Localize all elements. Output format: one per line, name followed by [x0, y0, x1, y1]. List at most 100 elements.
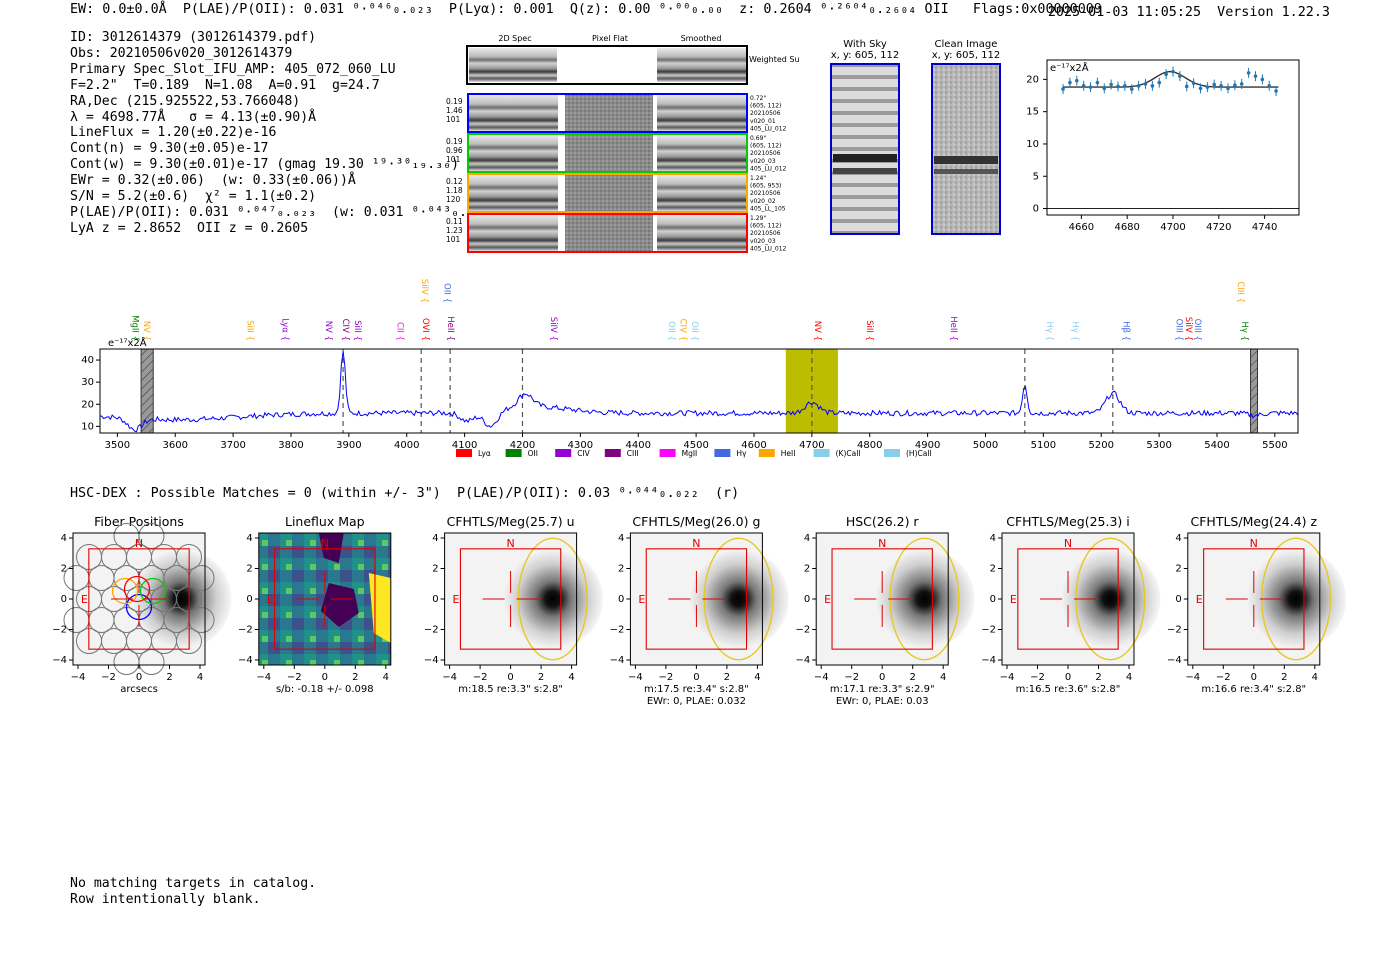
panel-x-tick-label: −2: [101, 672, 116, 683]
info-line: Cont(n) = 9.30(±0.05)e-17: [70, 141, 269, 157]
zoom-point: [1157, 80, 1162, 85]
panel-y-tick-label: 2: [990, 564, 996, 575]
imaging-panel: CFHTLS/Meg(25.3) iNE−44−22002−24−4m:16.5…: [981, 514, 1161, 695]
panel-y-tick-label: −4: [238, 655, 253, 666]
cutout-left-value: 1.23: [446, 226, 463, 235]
masked-band: [1250, 348, 1258, 434]
east-label: E: [267, 593, 274, 606]
panel-x-tick-label: −2: [473, 672, 488, 683]
panel-x-tick-label: 2: [352, 672, 358, 683]
panel-x-tick-label: −4: [71, 672, 86, 683]
spec-y-tick-label: 20: [81, 399, 94, 410]
zoom-point: [1260, 77, 1265, 82]
zoom-point: [1074, 78, 1079, 83]
zoom-y-tick-label: 5: [1033, 171, 1039, 182]
panel-x-tick-label: −2: [1216, 672, 1231, 683]
east-label: E: [824, 593, 831, 606]
panel-y-tick-label: −2: [238, 625, 253, 636]
imaging-panel: CFHTLS/Meg(24.4) zNE−44−22002−24−4m:16.6…: [1167, 514, 1347, 695]
east-label: E: [81, 593, 88, 606]
zoom-point: [1184, 84, 1189, 89]
info-line: λ = 4698.77Å σ = 4.13(±0.90)Å: [70, 109, 317, 125]
legend-label: (K)CaII: [836, 449, 861, 458]
panel-x-tick-label: −4: [256, 672, 271, 683]
panel-x-tick-label: 2: [910, 672, 916, 683]
weighted-sum-2dspec: [469, 48, 557, 82]
zoom-point: [1191, 81, 1196, 86]
info-line: Primary Spec_Slot_IFU_AMP: 405_072_060_L…: [70, 61, 396, 77]
panel-y-tick-label: 4: [804, 533, 810, 544]
panel-y-tick-label: 4: [1175, 533, 1181, 544]
search-box: [645, 548, 748, 650]
cutout-right-value: 20210506: [750, 190, 781, 197]
info-line: EWr = 0.32(±0.06) (w: 0.33(±0.06))Å: [70, 173, 356, 189]
cutout-smoothed: [657, 175, 746, 211]
panel-x-tick-label: 0: [322, 672, 328, 683]
zoom-x-tick-label: 4740: [1252, 222, 1277, 232]
weighted-sum-label: Weighted Sum: [749, 55, 800, 64]
fiber-highlight: [139, 577, 167, 605]
panel-group: Fiber Positions N E −4 4 −2 2 0 0 2 −2 4 −4 arcsecs Li…: [52, 514, 1347, 707]
panel-x-tick-label: −2: [659, 672, 674, 683]
spec-x-tick-label: 4700: [799, 440, 824, 451]
cutout-left-value: 1.18: [446, 186, 463, 195]
spec-x-tick-label: 4100: [452, 440, 477, 451]
emission-line-label: CIII {: [1235, 281, 1245, 303]
panel-x-tick-label: −4: [814, 672, 829, 683]
zoom-point: [1068, 80, 1072, 85]
masked-band: [140, 348, 154, 434]
search-box: [274, 548, 376, 650]
panel-x-tick-label: 4: [1126, 672, 1132, 683]
emission-line-label: Hγ {: [1239, 321, 1249, 341]
north-label: N: [1250, 537, 1258, 550]
imaging-panels: Fiber Positions N E −4 4 −2 2 0 0 2 −2 4 −4 arcsecs Li…: [52, 514, 1347, 707]
zoom-point: [1081, 84, 1086, 88]
zoom-point: [1219, 84, 1223, 88]
spec-x-tick-label: 3600: [163, 440, 188, 451]
panel-x-tick-label: 4: [197, 672, 203, 683]
emission-line-label: MgII {: [130, 315, 140, 341]
cutout-left-value: 1.46: [446, 106, 463, 115]
cutout-pixelflat: [565, 215, 653, 251]
panel-y-tick-label: −2: [52, 625, 67, 636]
north-label: N: [135, 537, 143, 550]
spec-x-tick-label: 4800: [857, 440, 882, 451]
legend-label: HeII: [781, 449, 796, 458]
cutout-left-value: 120: [446, 195, 461, 204]
spec-x-tick-label: 4500: [683, 440, 708, 451]
panel-xlabel: m:17.5 re:3.4" s:2.8": [644, 684, 749, 695]
cutout-2dspec: [469, 95, 558, 131]
emission-line-label: SiII {: [352, 320, 362, 341]
zoom-point: [1136, 84, 1141, 88]
spec-x-tick-label: 3900: [336, 440, 361, 451]
zoom-point: [1253, 74, 1258, 78]
search-box: [831, 548, 933, 650]
spec-x-tick-label: 5500: [1262, 440, 1287, 451]
panel-y-tick-label: 0: [1175, 594, 1181, 605]
panel-x-tick-label: −4: [1000, 672, 1015, 683]
emission-line-label: SiIV {: [1183, 317, 1193, 341]
zoom-x-tick-label: 4720: [1206, 222, 1231, 232]
galaxy-source: [1060, 548, 1161, 650]
footer-line: Row intentionally blank.: [70, 891, 261, 907]
cutout-right-value: 405_LU_012: [750, 165, 787, 172]
cutout-right-value: v020_03: [750, 158, 776, 165]
full-spectrum-plot: MgII {NV {SiII {Lyα {NV {CIV {SiII {CII …: [81, 279, 1299, 458]
panel-x-tick-label: 4: [754, 672, 760, 683]
col-title-2dspec: 2D Spec: [498, 34, 531, 43]
zoom-point: [1171, 69, 1175, 74]
info-line: P(LAE)/P(OII): 0.031 ⁰·⁰⁴⁷₀.₀₂₃ (w: 0.03…: [70, 204, 499, 220]
galaxy-source: [1245, 548, 1347, 650]
zoom-point: [1109, 82, 1113, 87]
cutout-smoothed: [657, 95, 746, 131]
spec-x-tick-label: 4000: [394, 440, 419, 451]
panel-y-tick-label: −4: [610, 655, 625, 666]
info-line: Obs: 20210506v020_3012614379: [70, 45, 293, 61]
panel-title: CFHTLS/Meg(25.3) i: [1006, 514, 1130, 529]
zoom-unit-label: e⁻¹⁷x2Å: [1050, 61, 1089, 74]
spec-x-tick-label: 4400: [626, 440, 651, 451]
spec-x-tick-label: 4200: [510, 440, 535, 451]
panel-y-tick-label: 0: [246, 594, 252, 605]
spectrum-legend: Lyα OII CIV CIII MgII Hγ HeII (K)CaII (H)CaII: [456, 449, 932, 458]
